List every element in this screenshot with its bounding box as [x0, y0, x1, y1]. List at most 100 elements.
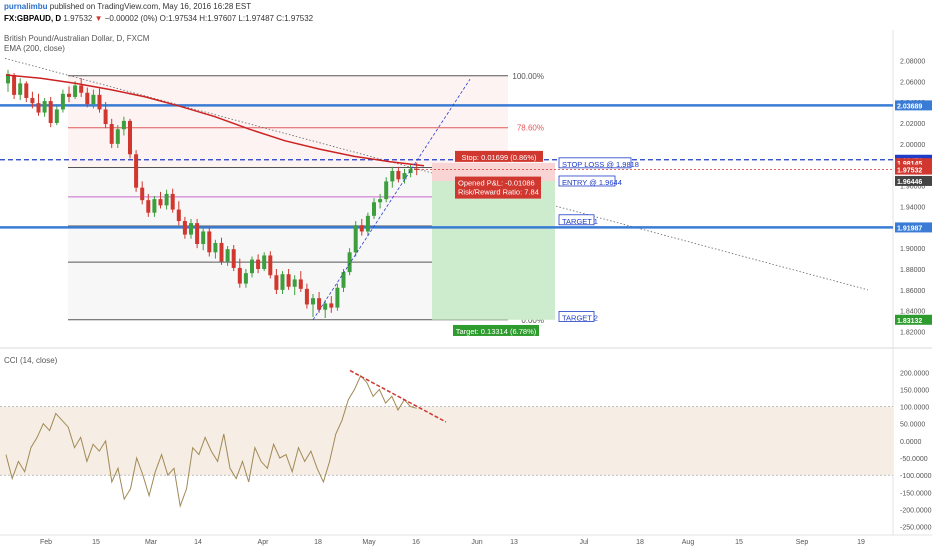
author-name[interactable]: purnalimbu	[4, 2, 48, 11]
candle-body	[359, 225, 364, 232]
time-tick-label: 18	[636, 539, 644, 546]
candle-body	[42, 101, 47, 113]
symbol-bar: FX:GBPAUD, D 1.97532 ▼ −0.00002 (0%) O:1…	[4, 14, 313, 23]
price-tag-label: 1.96446	[897, 179, 922, 186]
candle-body	[243, 273, 248, 284]
time-tick-label: Jul	[580, 539, 589, 546]
pl-annotation-box	[455, 176, 541, 199]
cci-tick-label: -150.0000	[900, 490, 932, 497]
candle-body	[195, 223, 200, 244]
candle-body	[402, 173, 407, 180]
target2-label-box	[558, 311, 595, 322]
candle-body	[219, 242, 224, 262]
candle-body	[60, 93, 65, 110]
candle-body	[250, 259, 254, 274]
target2-label-text: TARGET 2	[562, 313, 598, 322]
cci-tick-label: -100.0000	[900, 473, 932, 480]
symbol-label: FX:GBPAUD, D	[4, 14, 62, 23]
time-tick-label: Mar	[145, 539, 158, 546]
time-tick-label: Aug	[682, 539, 695, 546]
cci-tick-label: 50.0000	[900, 422, 925, 429]
candle-body	[6, 73, 10, 84]
cci-legend: CCI (14, close)	[4, 356, 58, 365]
candle-body	[274, 275, 279, 290]
time-tick-label: 15	[735, 539, 743, 546]
candle-body	[372, 202, 376, 216]
candle-body	[390, 170, 395, 182]
cci-tick-label: -200.0000	[900, 507, 932, 514]
down-arrow-icon: ▼	[94, 14, 103, 23]
candle-body	[414, 168, 419, 170]
candle-body	[18, 83, 23, 95]
candle-body	[231, 249, 236, 268]
pl-annotation-text: Opened P&L: -0.01086	[458, 179, 535, 188]
candle-body	[170, 193, 175, 210]
entry-label-text: ENTRY @ 1.9644	[562, 178, 622, 187]
time-tick-label: 16	[412, 539, 420, 546]
candle-body	[121, 120, 126, 130]
candle-body	[384, 181, 389, 200]
price-tick-label: 2.02000	[900, 121, 925, 128]
candle-body	[408, 168, 413, 174]
target1-label-box	[558, 214, 595, 226]
candle-body	[73, 85, 78, 97]
price-tick-label: 1.82000	[900, 330, 925, 337]
price-tick-label: 2.00000	[900, 142, 925, 149]
fib-level-label: 100.00%	[512, 72, 544, 81]
cci-divergence-line	[349, 369, 447, 423]
price-tick-label: 2.06000	[900, 79, 925, 86]
target-annotation-text: Target: 0.13314 (6.78%)	[456, 327, 537, 336]
time-tick-label: Apr	[258, 539, 270, 546]
candle-body	[256, 259, 261, 269]
cci-line	[5, 374, 417, 508]
time-tick-label: Feb	[40, 539, 52, 546]
stop-zone	[432, 162, 555, 181]
price-tick-label: 1.88000	[900, 267, 925, 274]
candle-body	[164, 193, 169, 206]
candle-body	[97, 94, 102, 110]
cci-tick-label: 150.0000	[900, 387, 929, 394]
candle-body	[24, 83, 29, 98]
cci-tick-label: -50.0000	[900, 456, 928, 463]
candle-body	[323, 303, 328, 310]
fib-level-label: 0.00%	[521, 316, 544, 325]
price-tick-label: 1.86000	[900, 288, 925, 295]
candle-body	[79, 85, 84, 93]
price-tag-label: 1.97532	[897, 168, 922, 175]
cci-tick-label: -250.0000	[900, 525, 932, 532]
target1-label-text: TARGET 1	[562, 217, 598, 226]
time-tick-label: Jun	[471, 539, 482, 546]
time-tick-label: 14	[194, 539, 202, 546]
pl-annotation-text: Risk/Reward Ratio: 7.84	[458, 188, 539, 197]
candle-body	[280, 274, 285, 290]
candle-body	[311, 298, 315, 305]
price-tick-label: 1.96000	[900, 184, 925, 191]
price-tag	[895, 164, 932, 175]
candle-body	[103, 109, 108, 125]
candle-body	[48, 101, 53, 123]
price-tag	[895, 100, 932, 111]
candle-body	[225, 249, 230, 262]
candle-body	[396, 170, 401, 180]
candle-body	[67, 93, 71, 97]
candle-body	[341, 272, 346, 288]
entry-label-box	[558, 175, 616, 187]
candle-body	[182, 221, 187, 235]
target-annotation-box	[453, 324, 539, 336]
candle-body	[329, 303, 334, 308]
candle-body	[237, 267, 242, 284]
candle-body	[353, 225, 358, 253]
candle-body	[12, 75, 17, 95]
ohlc-values: O:1.97534 H:1.97607 L:1.97487 C:1.97532	[159, 14, 314, 23]
candle-body	[347, 252, 352, 273]
candle-body	[286, 274, 291, 287]
candle-body	[207, 231, 212, 253]
price-change: −0.00002 (0%)	[104, 14, 158, 23]
ema-legend: EMA (200, close)	[4, 44, 65, 53]
candle-body	[152, 199, 157, 213]
candle-body	[54, 109, 59, 123]
fib-level-label: 78.60%	[517, 124, 544, 133]
price-tick-label: 2.08000	[900, 58, 925, 65]
candle-body	[158, 199, 163, 206]
